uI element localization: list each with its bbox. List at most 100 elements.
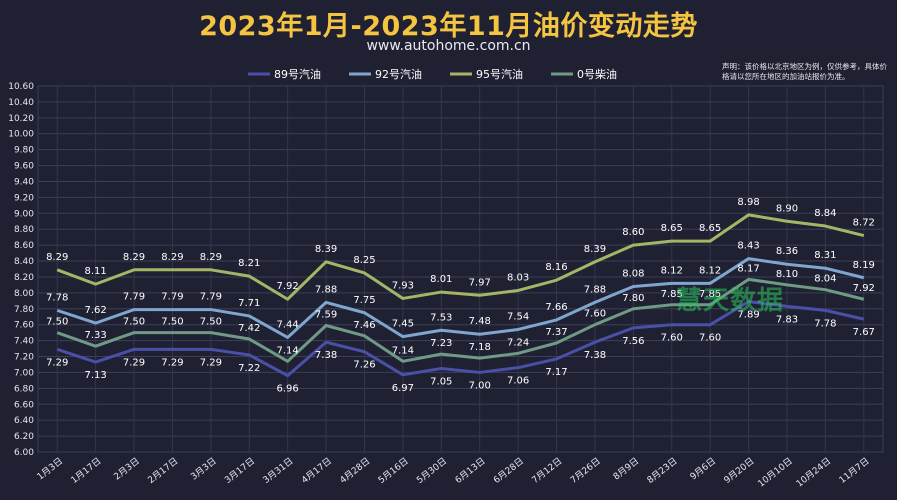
data-label: 7.38 [315,350,337,361]
data-label: 8.25 [353,255,375,266]
data-label: 8.84 [814,208,836,219]
x-tick-label: 3月31日 [261,456,296,486]
x-tick-label: 5月30日 [415,456,450,486]
y-tick-label: 8.80 [14,225,34,235]
data-label: 8.16 [545,262,567,273]
data-label: 8.98 [737,197,759,208]
data-label: 7.78 [46,292,68,303]
data-label: 7.48 [469,316,491,327]
data-label: 7.60 [661,333,683,344]
x-tick-label: 7月12日 [530,456,565,486]
watermark-text: 慧天数据 [676,286,785,316]
data-label: 8.65 [699,223,721,234]
data-label: 7.06 [507,376,529,387]
data-label: 7.18 [469,342,491,353]
series-line [56,300,865,378]
x-tick-label: 11月7日 [837,456,872,486]
disclaimer-note: 声明：该价格以北京地区为例，仅供参考，具体价格请以您所在地区的加油站报价为准。 [722,62,887,81]
data-label: 7.56 [622,336,644,347]
y-tick-label: 6.80 [14,384,34,394]
legend-label: 92号汽油 [375,67,422,81]
series-line [56,277,865,363]
y-tick-label: 8.20 [14,273,34,283]
data-label: 7.14 [277,345,299,356]
x-tick-label: 8月9日 [611,456,641,483]
data-label: 8.65 [661,223,683,234]
y-tick-label: 9.40 [14,177,34,187]
data-label: 7.92 [277,281,299,292]
y-tick-label: 7.40 [14,337,34,347]
data-label: 7.97 [469,277,491,288]
y-tick-label: 7.80 [14,305,34,315]
data-label: 7.92 [853,283,875,294]
y-tick-label: 7.00 [14,368,34,378]
data-label: 8.29 [123,252,145,263]
x-tick-label: 4月28日 [338,456,373,486]
data-label: 7.88 [315,284,337,295]
data-label: 8.43 [737,241,759,252]
x-tick-label: 3月3日 [189,456,219,483]
y-tick-label: 10.60 [8,82,34,92]
data-label: 7.79 [200,292,222,303]
x-tick-label: 8月23日 [645,456,680,486]
y-tick-label: 10.20 [8,114,34,124]
data-label: 7.75 [353,295,375,306]
data-label: 8.04 [814,274,836,285]
data-label: 7.37 [545,327,567,338]
data-label: 7.05 [430,376,452,387]
data-label: 7.67 [853,327,875,338]
y-tick-label: 9.00 [14,209,34,219]
x-tick-label: 6月28日 [491,456,526,486]
data-label: 7.50 [123,317,145,328]
x-tick-label: 6月13日 [453,456,488,486]
y-tick-label: 8.60 [14,241,34,251]
x-tick-label: 9月20日 [722,456,757,486]
x-tick-label: 1月17日 [69,456,104,486]
data-label: 7.46 [353,320,375,331]
data-label: 7.23 [430,338,452,349]
data-label: 6.97 [392,383,414,394]
data-label: 8.29 [46,252,68,263]
series-line [56,213,865,301]
data-label: 7.66 [545,302,567,313]
data-label: 7.14 [392,345,414,356]
data-label: 7.79 [123,292,145,303]
x-tick-label: 10月10日 [756,456,795,490]
chart-subtitle: www.autohome.com.cn [366,38,531,54]
data-label: 7.53 [430,312,452,323]
data-label: 8.36 [776,246,798,257]
data-label: 7.50 [200,317,222,328]
data-label: 7.54 [507,311,529,322]
y-tick-label: 10.40 [8,98,34,108]
legend-label: 95号汽油 [476,67,523,81]
data-label: 8.08 [622,269,644,280]
y-tick-label: 6.00 [14,448,34,458]
data-label: 8.39 [315,244,337,255]
series-line [56,257,865,339]
data-label: 8.12 [661,265,683,276]
data-label: 8.12 [699,265,721,276]
data-label: 8.60 [622,227,644,238]
y-tick-label: 7.20 [14,353,34,363]
legend-label: 89号汽油 [274,67,321,81]
data-label: 8.90 [776,203,798,214]
data-label: 7.80 [622,293,644,304]
data-label: 7.33 [84,330,106,341]
data-label: 8.39 [584,244,606,255]
data-label: 7.29 [161,357,183,368]
legend-label: 0号柴油 [577,67,617,81]
y-tick-label: 9.80 [14,146,34,156]
data-label: 8.03 [507,272,529,283]
data-label: 7.50 [46,317,68,328]
y-tick-label: 6.40 [14,416,34,426]
data-label: 7.85 [661,289,683,300]
data-label: 7.29 [123,357,145,368]
y-tick-label: 6.60 [14,400,34,410]
data-label: 8.29 [161,252,183,263]
y-tick-label: 8.00 [14,289,34,299]
data-label: 7.60 [584,309,606,320]
data-label: 8.11 [84,266,106,277]
data-label: 7.59 [315,309,337,320]
data-label: 7.78 [814,318,836,329]
y-tick-label: 10.00 [8,130,34,140]
